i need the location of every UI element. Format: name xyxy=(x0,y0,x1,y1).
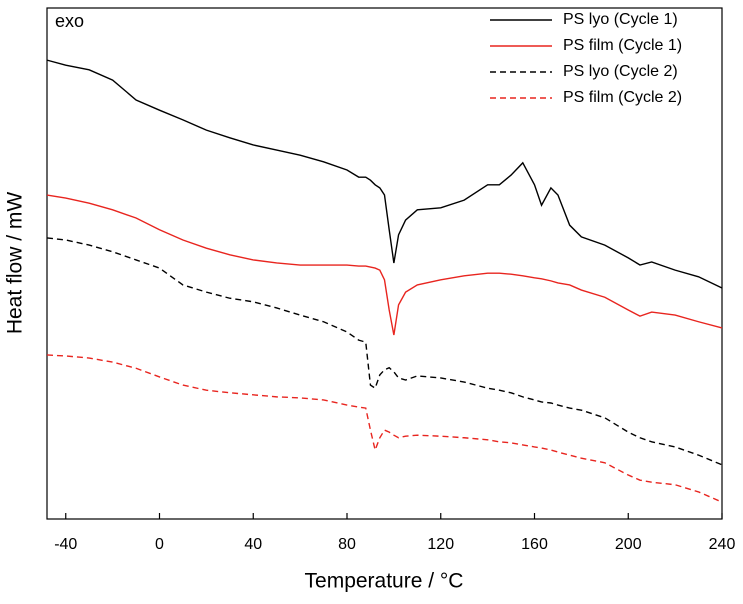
series-line xyxy=(46,194,723,336)
x-tick-label: 120 xyxy=(427,536,454,553)
x-tick-label: 200 xyxy=(615,536,642,553)
x-axis-title: Temperature / °C xyxy=(305,570,464,593)
series-line xyxy=(46,237,723,466)
x-tick-label: 240 xyxy=(709,536,736,553)
annotation: exo xyxy=(55,11,84,31)
series-line xyxy=(46,354,723,503)
series-line xyxy=(46,59,723,289)
plot-frame xyxy=(46,7,723,520)
x-tick-label: 160 xyxy=(521,536,548,553)
x-tick-label: 80 xyxy=(338,536,356,553)
legend-label: PS film (Cycle 2) xyxy=(563,89,682,106)
x-tick-label: 40 xyxy=(244,536,262,553)
x-tick-label: 0 xyxy=(155,536,164,553)
y-axis-title: Heat flow / mW xyxy=(4,192,27,335)
legend-label: PS lyo (Cycle 2) xyxy=(563,63,678,80)
legend-label: PS lyo (Cycle 1) xyxy=(563,11,678,28)
x-tick-label: -40 xyxy=(54,536,77,553)
legend-label: PS film (Cycle 1) xyxy=(563,37,682,54)
